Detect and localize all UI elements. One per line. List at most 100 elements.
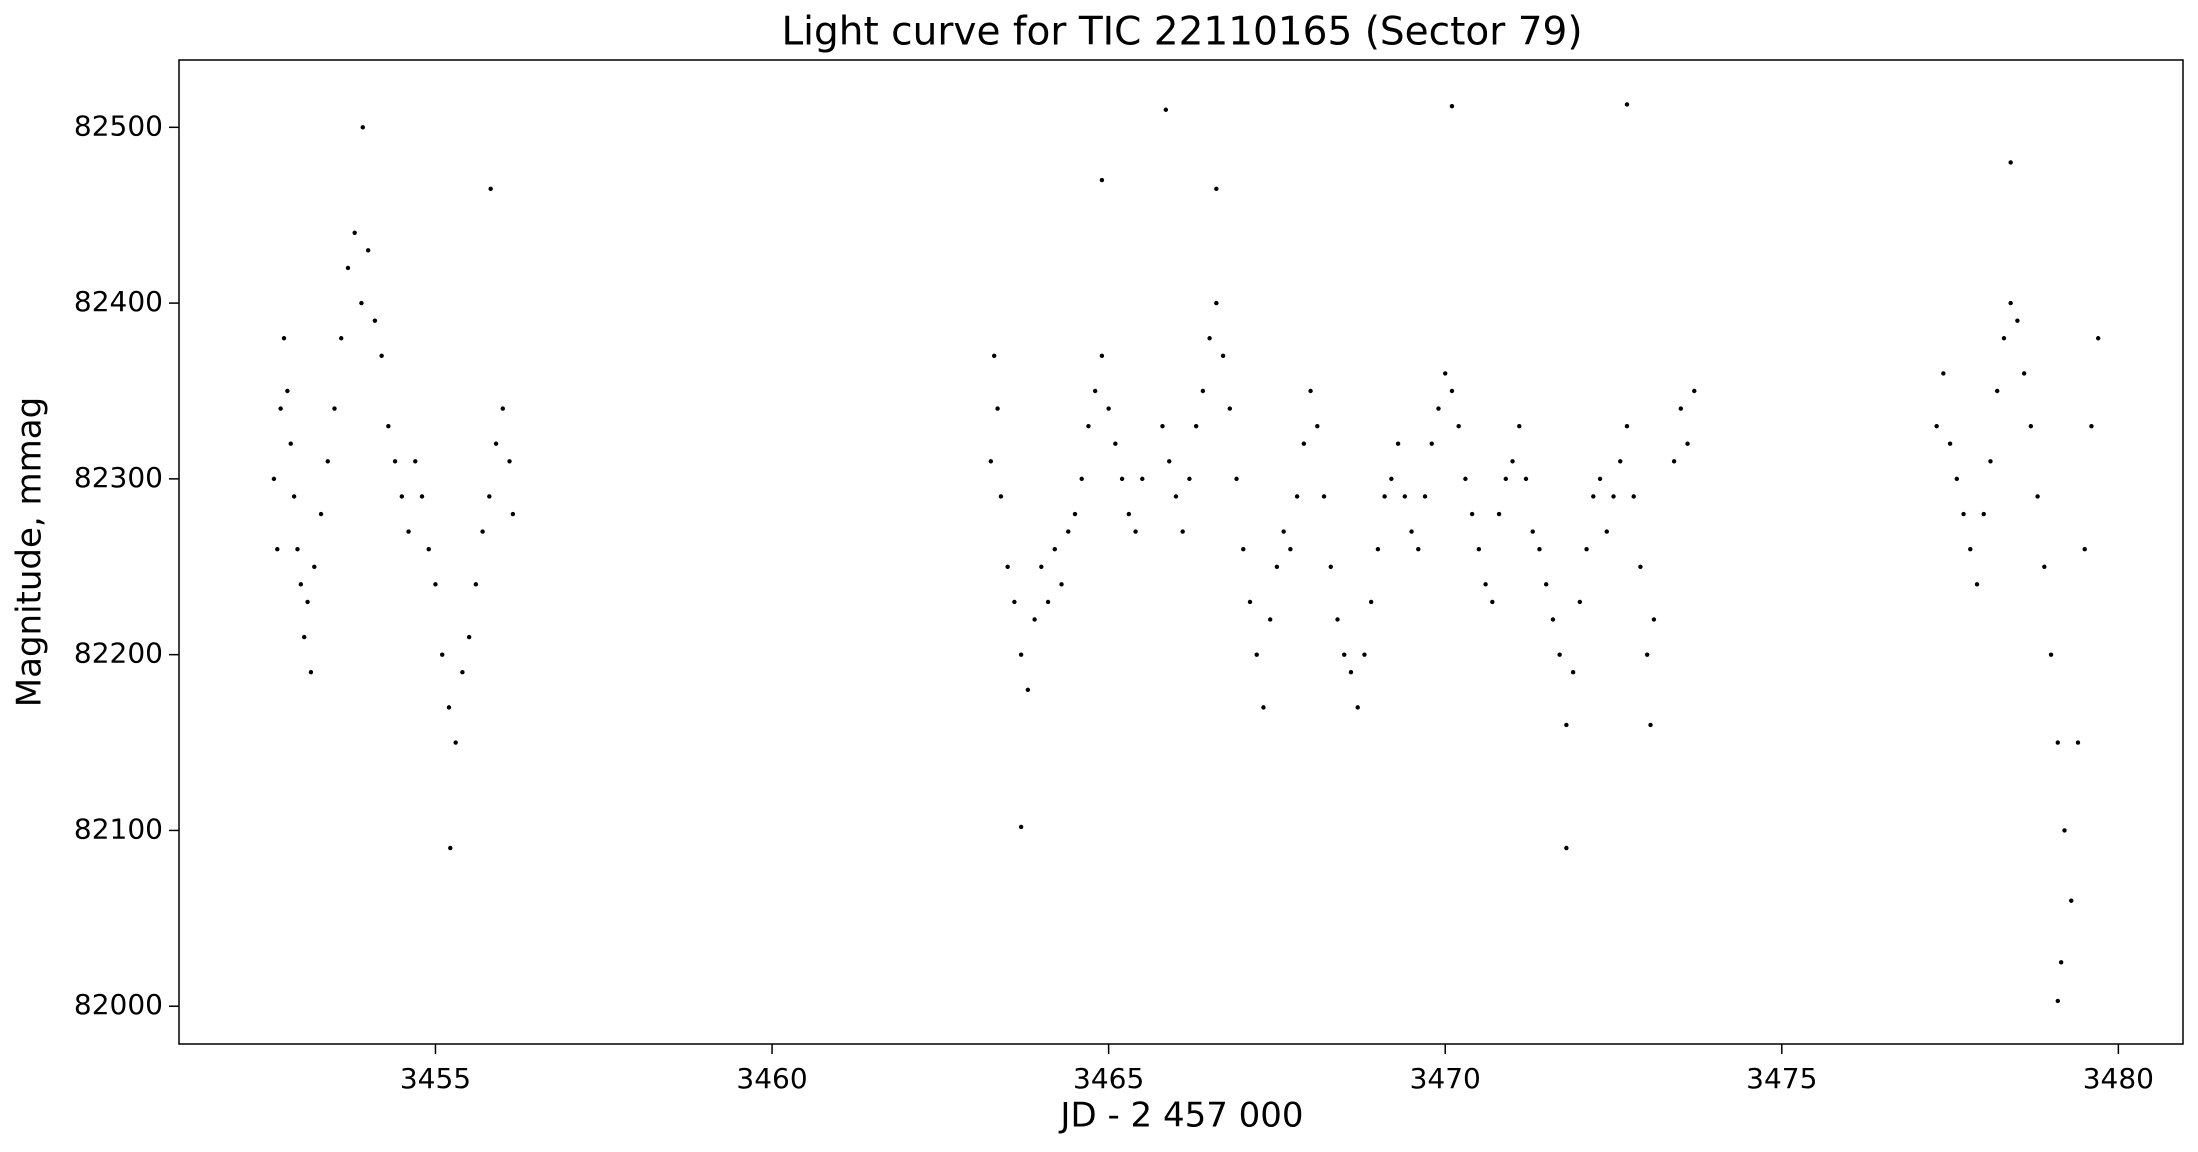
data-point <box>332 406 337 411</box>
data-point <box>1436 406 1441 411</box>
data-point <box>1537 546 1542 552</box>
data-point <box>2055 740 2060 745</box>
data-point <box>473 582 479 587</box>
data-point <box>372 318 378 323</box>
data-point <box>1119 476 1125 482</box>
data-point <box>488 186 493 192</box>
data-point <box>1106 406 1111 411</box>
data-point <box>1261 705 1266 710</box>
data-point <box>278 406 283 411</box>
data-point <box>1032 617 1037 622</box>
x-tick-label: 3465 <box>1073 1062 1144 1095</box>
data-point <box>998 494 1004 499</box>
data-point <box>1241 546 1246 552</box>
data-point <box>2082 546 2087 552</box>
data-point <box>1099 353 1105 359</box>
data-point <box>480 529 485 534</box>
data-point <box>308 670 314 675</box>
data-point <box>1523 476 1529 482</box>
data-point <box>1193 423 1199 429</box>
data-point <box>1018 824 1024 830</box>
data-point <box>1315 423 1320 429</box>
data-point <box>1355 705 1360 710</box>
data-point <box>1618 459 1623 464</box>
data-point <box>1086 423 1091 429</box>
data-point <box>1648 722 1653 728</box>
data-point <box>1463 476 1468 482</box>
y-tick-label: 82100 <box>74 812 163 845</box>
data-point <box>1234 476 1239 482</box>
data-point <box>1510 459 1515 464</box>
data-point <box>1079 476 1084 482</box>
data-point <box>1422 494 1428 499</box>
data-point <box>1163 107 1169 112</box>
data-point <box>991 353 997 359</box>
data-point <box>433 582 438 587</box>
data-point <box>1591 494 1596 499</box>
data-point <box>1173 494 1179 499</box>
data-point <box>1113 441 1118 446</box>
data-point <box>1934 423 1939 429</box>
data-point <box>1167 459 1172 464</box>
data-point <box>1564 845 1569 851</box>
data-point <box>1570 670 1576 675</box>
data-point <box>466 634 472 640</box>
data-point <box>312 564 317 569</box>
data-point <box>1294 494 1300 499</box>
data-point <box>995 406 1000 411</box>
data-point <box>1012 599 1017 605</box>
data-point <box>507 459 512 464</box>
data-point <box>1025 687 1031 693</box>
data-point <box>1342 652 1347 657</box>
data-point <box>1368 599 1374 605</box>
data-point <box>493 441 499 446</box>
data-point <box>1490 599 1495 605</box>
y-tick-label: 82200 <box>74 637 163 670</box>
data-point <box>988 459 994 464</box>
data-point <box>1483 582 1488 587</box>
data-point <box>1954 476 1960 482</box>
data-point <box>2062 828 2067 833</box>
data-point <box>1557 652 1562 657</box>
data-point <box>365 248 371 253</box>
data-point <box>1685 441 1690 446</box>
data-point <box>302 634 307 640</box>
data-point <box>1604 529 1609 534</box>
chart-title: Light curve for TIC 22110165 (Sector 79) <box>781 10 1582 55</box>
data-point <box>1018 652 1024 657</box>
data-point <box>2015 318 2020 323</box>
y-tick-label: 82500 <box>74 109 163 142</box>
data-point <box>1456 423 1461 429</box>
data-point <box>1988 459 1993 464</box>
data-point <box>288 441 293 446</box>
data-point <box>1308 388 1313 394</box>
x-axis-label: JD - 2 457 000 <box>1058 1096 1303 1136</box>
data-point <box>1227 406 1233 411</box>
data-point <box>1564 722 1569 728</box>
data-point <box>305 599 310 605</box>
data-point <box>345 265 351 271</box>
data-point <box>1631 494 1636 499</box>
data-point <box>1443 371 1448 376</box>
data-point <box>1961 511 1966 517</box>
x-tick-label: 3470 <box>1410 1062 1481 1095</box>
data-point <box>1968 546 1973 552</box>
data-point <box>1651 617 1657 622</box>
data-point <box>460 670 465 675</box>
data-point <box>1288 546 1293 552</box>
data-point <box>1476 546 1482 552</box>
data-point <box>2075 740 2081 745</box>
data-point <box>1220 353 1226 359</box>
data-point <box>1469 511 1475 517</box>
data-point <box>1180 529 1185 534</box>
data-point <box>2001 336 2007 341</box>
data-point <box>500 406 505 411</box>
data-point <box>1402 494 1408 499</box>
data-point <box>413 459 418 464</box>
plot-frame <box>178 59 2184 1045</box>
data-point <box>1624 102 1630 107</box>
data-point <box>1692 388 1697 394</box>
plot-area <box>271 102 2101 1004</box>
data-point <box>1200 388 1206 394</box>
